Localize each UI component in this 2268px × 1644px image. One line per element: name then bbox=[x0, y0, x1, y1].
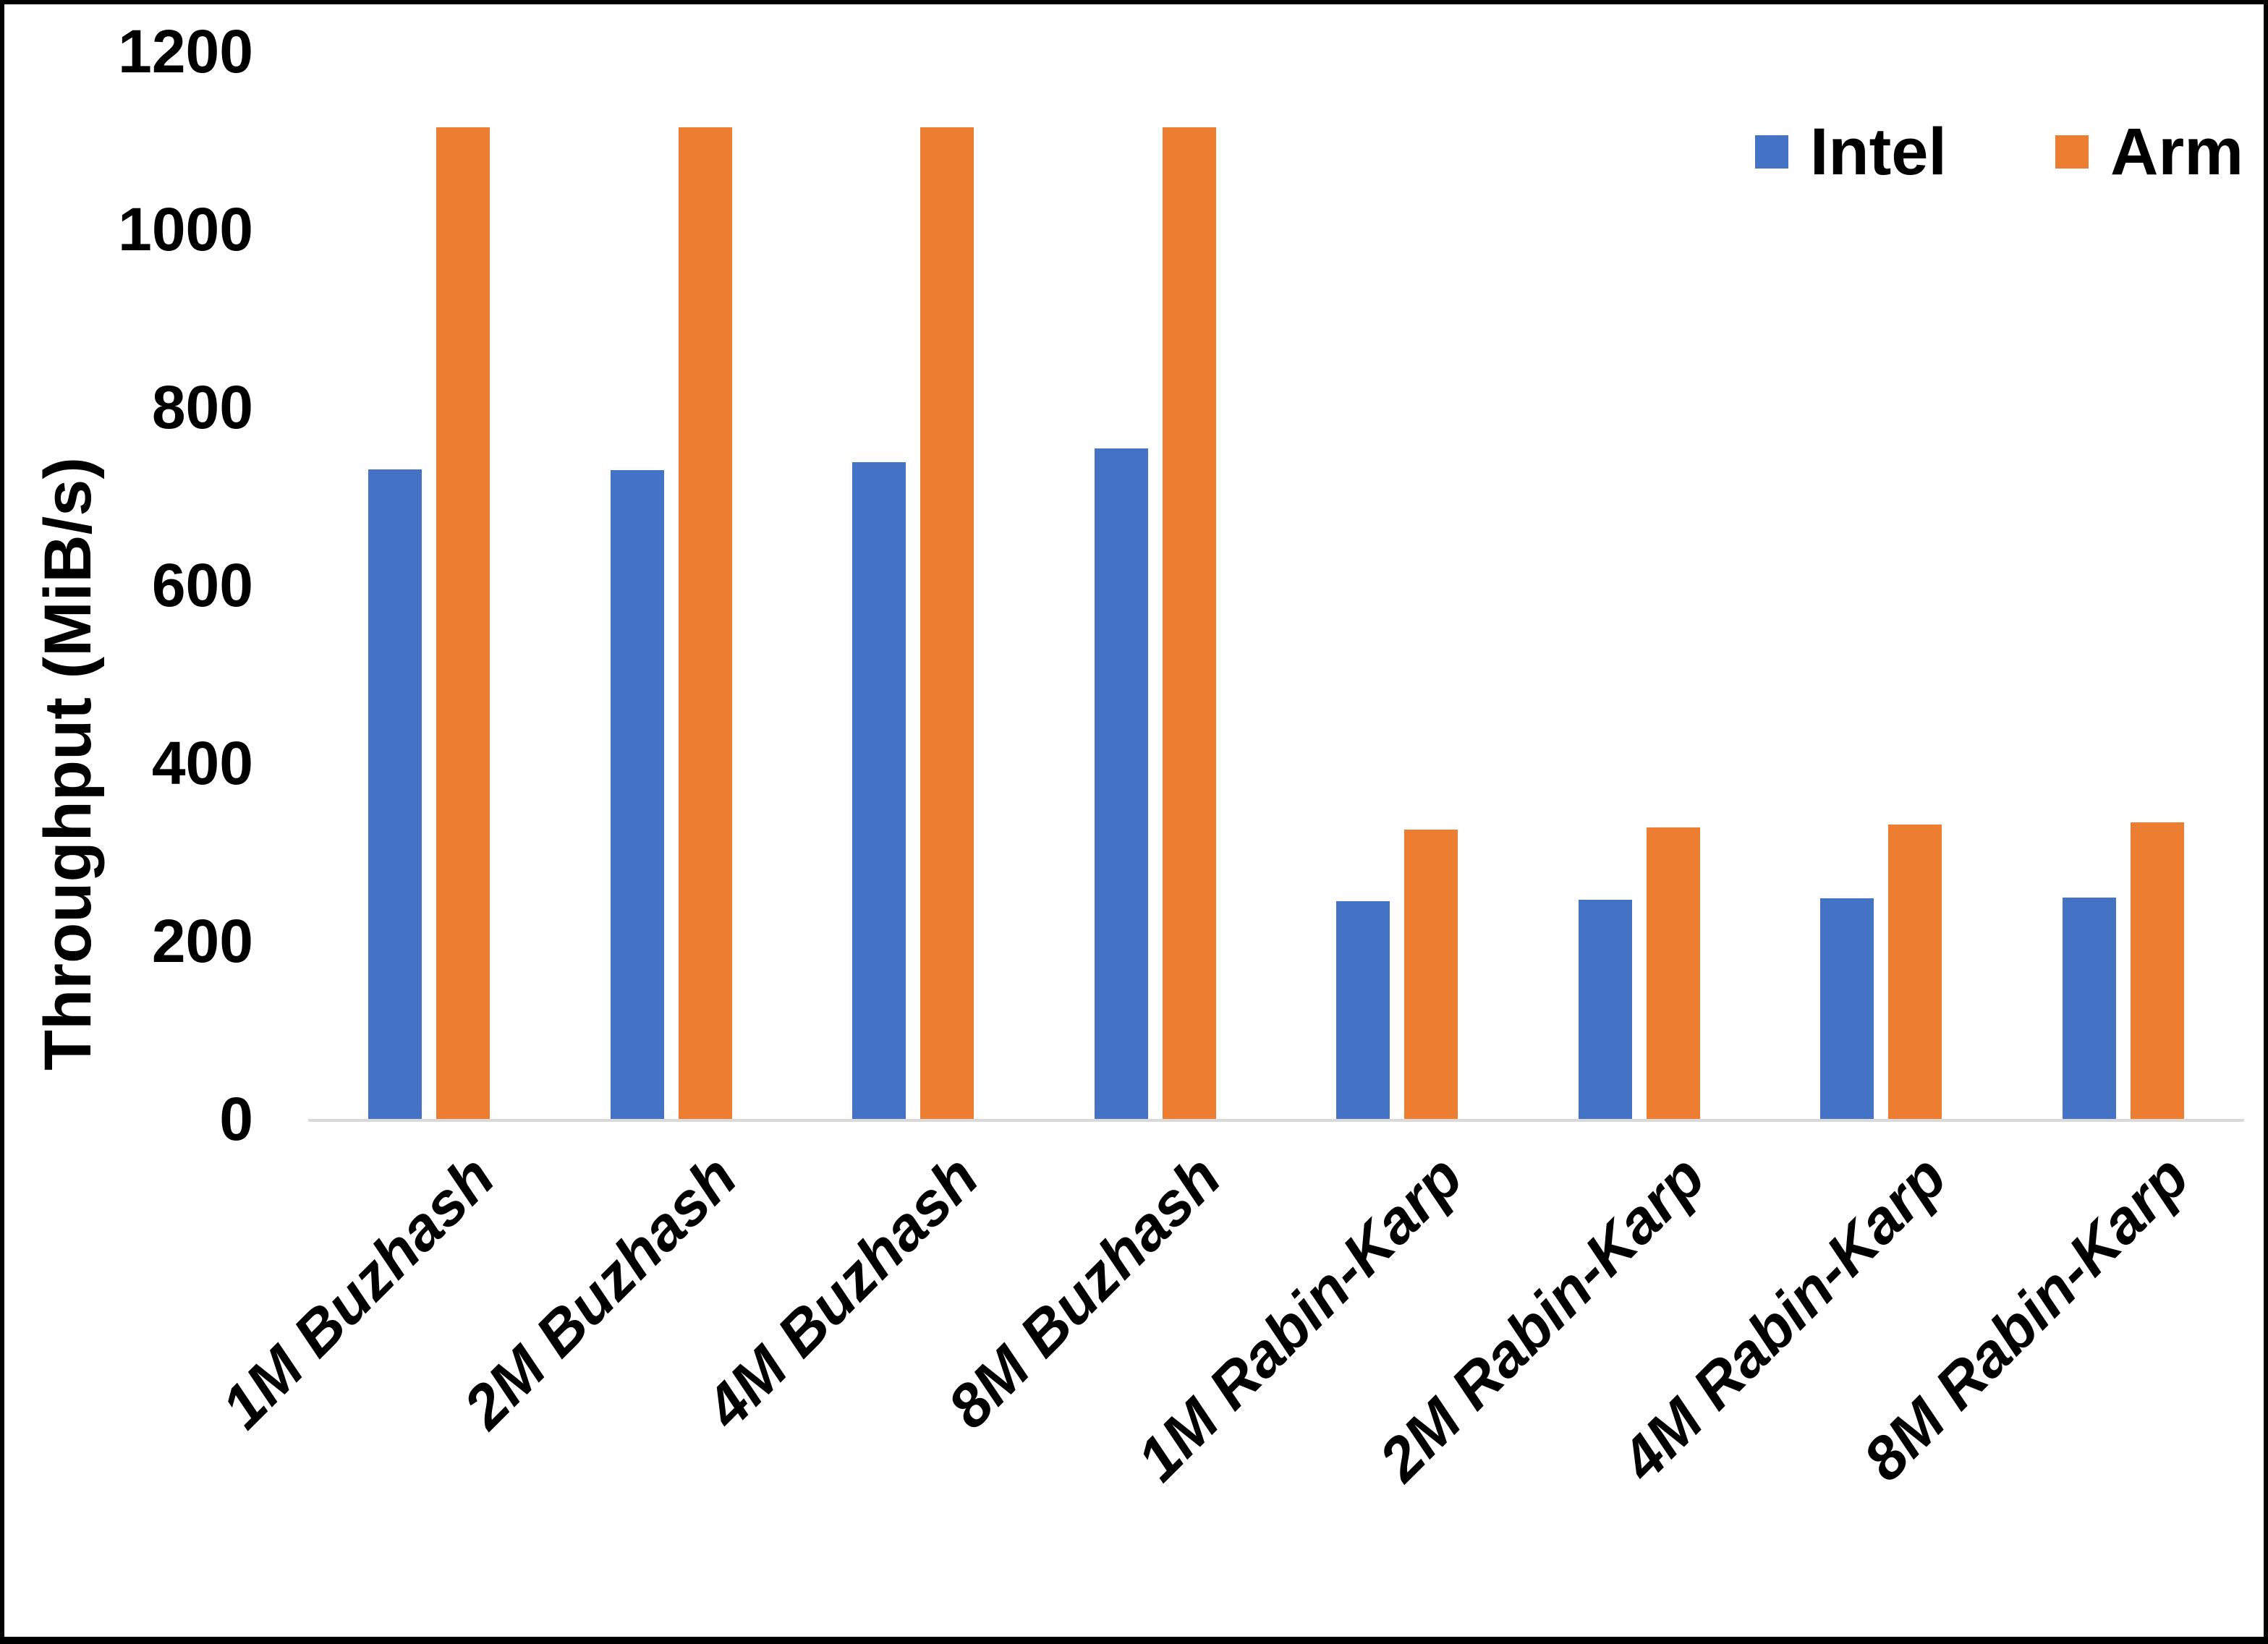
legend-item-arm: Arm bbox=[2055, 119, 2243, 185]
bar-arm-2m-buzhash bbox=[678, 127, 732, 1119]
legend-swatch-intel bbox=[1754, 135, 1788, 169]
bar-intel-4m-buzhash bbox=[852, 462, 906, 1119]
y-tick-label-1000: 1000 bbox=[118, 195, 253, 263]
legend-label-intel: Intel bbox=[1809, 115, 1947, 189]
bar-arm-1m-buzhash bbox=[436, 127, 490, 1119]
y-tick-label-200: 200 bbox=[151, 907, 253, 975]
bar-intel-8m-rabin-karp bbox=[2062, 897, 2116, 1119]
bar-arm-4m-buzhash bbox=[920, 127, 974, 1119]
bar-intel-1m-buzhash bbox=[368, 469, 422, 1119]
legend-item-intel: Intel bbox=[1754, 115, 1947, 189]
bar-arm-2m-rabin-karp bbox=[1646, 827, 1700, 1119]
bar-arm-8m-buzhash bbox=[1162, 127, 1216, 1119]
bar-arm-4m-rabin-karp bbox=[1888, 824, 1942, 1119]
plot-area bbox=[308, 51, 2244, 1119]
y-tick-label-400: 400 bbox=[151, 729, 253, 797]
legend: Intel Arm bbox=[1754, 115, 2243, 189]
legend-swatch-arm bbox=[2055, 135, 2089, 169]
bar-intel-8m-buzhash bbox=[1094, 448, 1148, 1119]
y-tick-label-600: 600 bbox=[151, 551, 253, 619]
y-tick-label-800: 800 bbox=[151, 373, 253, 441]
bar-arm-1m-rabin-karp bbox=[1404, 830, 1458, 1119]
bar-intel-2m-buzhash bbox=[610, 470, 664, 1119]
y-tick-label-1200: 1200 bbox=[118, 17, 253, 85]
x-axis-line bbox=[308, 1119, 2244, 1122]
y-tick-label-0: 0 bbox=[219, 1085, 253, 1153]
bar-intel-2m-rabin-karp bbox=[1578, 900, 1632, 1119]
bar-arm-8m-rabin-karp bbox=[2130, 822, 2184, 1119]
bar-intel-1m-rabin-karp bbox=[1336, 900, 1390, 1119]
bar-intel-4m-rabin-karp bbox=[1820, 898, 1874, 1119]
legend-label-arm: Arm bbox=[2110, 115, 2243, 189]
